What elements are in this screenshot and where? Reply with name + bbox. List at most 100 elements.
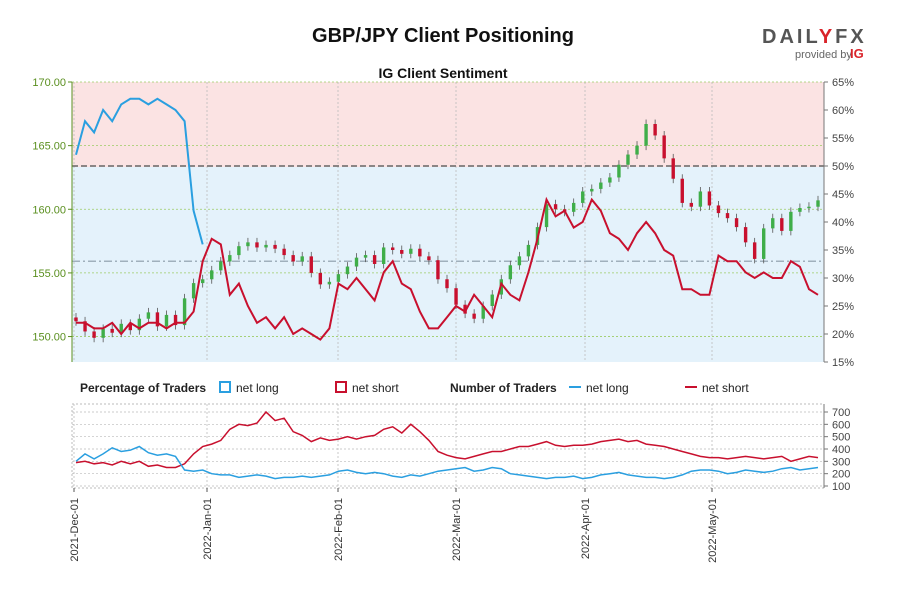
pct-tick-label: 35%	[832, 245, 854, 257]
legend-pct-long-swatch	[219, 381, 231, 393]
candle-body	[508, 265, 513, 280]
candle-body	[291, 255, 295, 262]
candle-body	[128, 323, 132, 331]
count-tick-label: 200	[832, 469, 850, 481]
candle-body	[74, 317, 78, 322]
upper-grid	[72, 81, 824, 362]
count-tick-label: 400	[832, 444, 850, 456]
candle-body	[282, 248, 286, 256]
candle-body	[219, 261, 223, 271]
brand-y: Y	[819, 26, 835, 48]
net-long-pct-line	[75, 97, 204, 245]
candle-body	[571, 202, 576, 212]
candle-body	[463, 304, 467, 314]
candle-body	[436, 260, 440, 280]
brand-ig: IG	[850, 46, 864, 61]
candles	[74, 119, 820, 343]
ref-lines	[72, 165, 824, 262]
candle-body	[318, 272, 323, 285]
candle-body	[345, 266, 350, 275]
x-tick-label: 2022-Feb-01	[333, 498, 345, 561]
candle-body	[381, 247, 386, 264]
legend-num-title: Number of Traders	[450, 381, 557, 395]
count-tick-label: 600	[832, 419, 850, 431]
pct-tick-label: 15%	[832, 357, 854, 369]
candle-body	[734, 218, 739, 228]
candle-body	[400, 250, 404, 254]
price-tick-label: 165.00	[32, 141, 66, 153]
lower-frame	[71, 403, 825, 489]
candle-body	[517, 256, 522, 266]
candle-body	[698, 191, 703, 207]
pct-tick-label: 40%	[832, 217, 854, 229]
candle-body	[210, 270, 214, 280]
pct-tick-label: 45%	[832, 189, 854, 201]
candle-body	[752, 242, 757, 259]
candle-body	[391, 247, 395, 250]
candle-body	[798, 208, 802, 212]
candle-body	[454, 288, 458, 305]
pct-tick-label: 60%	[832, 105, 854, 117]
brand-provided-by: provided by	[795, 49, 852, 61]
count-tick-label: 100	[832, 481, 850, 493]
candle-body	[173, 314, 178, 326]
brand-dail: DAIL	[762, 26, 819, 48]
lower-grid	[72, 404, 824, 488]
candle-body	[816, 200, 820, 207]
price-tick-label: 160.00	[32, 204, 66, 216]
legend-pct-long-label: net long	[236, 381, 279, 395]
candle-body	[671, 158, 675, 179]
x-tick-label: 2022-Apr-01	[580, 498, 592, 559]
net-short-pct-line	[76, 196, 819, 341]
candle-body	[490, 294, 494, 306]
pct-axis: 15% 20% 25% 30% 35% 40% 45% 50% 55% 60% 65%	[823, 77, 854, 369]
price-tick-label: 150.00	[32, 332, 66, 344]
count-tick-label: 500	[832, 432, 850, 444]
chart-title: GBP/JPY Client Positioning	[312, 25, 574, 47]
candle-body	[662, 135, 666, 159]
pct-tick-label: 25%	[832, 301, 854, 313]
short-zone	[72, 82, 824, 167]
count-tick-label: 700	[832, 407, 850, 419]
candle-body	[191, 283, 196, 299]
candle-body	[707, 191, 712, 206]
candle-body	[137, 318, 142, 331]
candle-body	[300, 256, 304, 262]
legend-pct-short-swatch	[335, 381, 347, 393]
price-tick-label: 170.00	[32, 77, 66, 89]
candle-body	[599, 182, 603, 189]
pct-tick-label: 65%	[832, 77, 854, 89]
candle-body	[626, 154, 630, 165]
candle-body	[354, 257, 359, 267]
long-zone	[72, 167, 824, 362]
candle-body	[264, 244, 268, 248]
candle-body	[327, 281, 332, 285]
candle-body	[807, 206, 811, 209]
pct-tick-label: 50%	[832, 161, 854, 173]
candle-body	[119, 323, 123, 333]
candle-body	[255, 242, 259, 248]
candle-body	[110, 328, 114, 333]
candle-body	[92, 331, 96, 338]
candle-body	[644, 124, 648, 146]
candle-body	[409, 248, 413, 254]
legend: Percentage of Traders net long net short…	[80, 381, 749, 395]
candle-body	[780, 218, 784, 231]
legend-num-short-label: net short	[702, 381, 749, 395]
pct-tick-label: 55%	[832, 133, 854, 145]
candle-body	[155, 312, 160, 327]
pct-tick-label: 20%	[832, 329, 854, 341]
legend-pct-short-label: net short	[352, 381, 399, 395]
candle-body	[472, 313, 476, 319]
candle-body	[553, 204, 558, 210]
legend-pct-title: Percentage of Traders	[80, 381, 206, 395]
candle-body	[481, 306, 485, 319]
candle-body	[725, 213, 730, 219]
candle-body	[526, 244, 531, 257]
candle-body	[617, 164, 621, 178]
candle-body	[200, 279, 205, 284]
candle-body	[789, 211, 793, 231]
